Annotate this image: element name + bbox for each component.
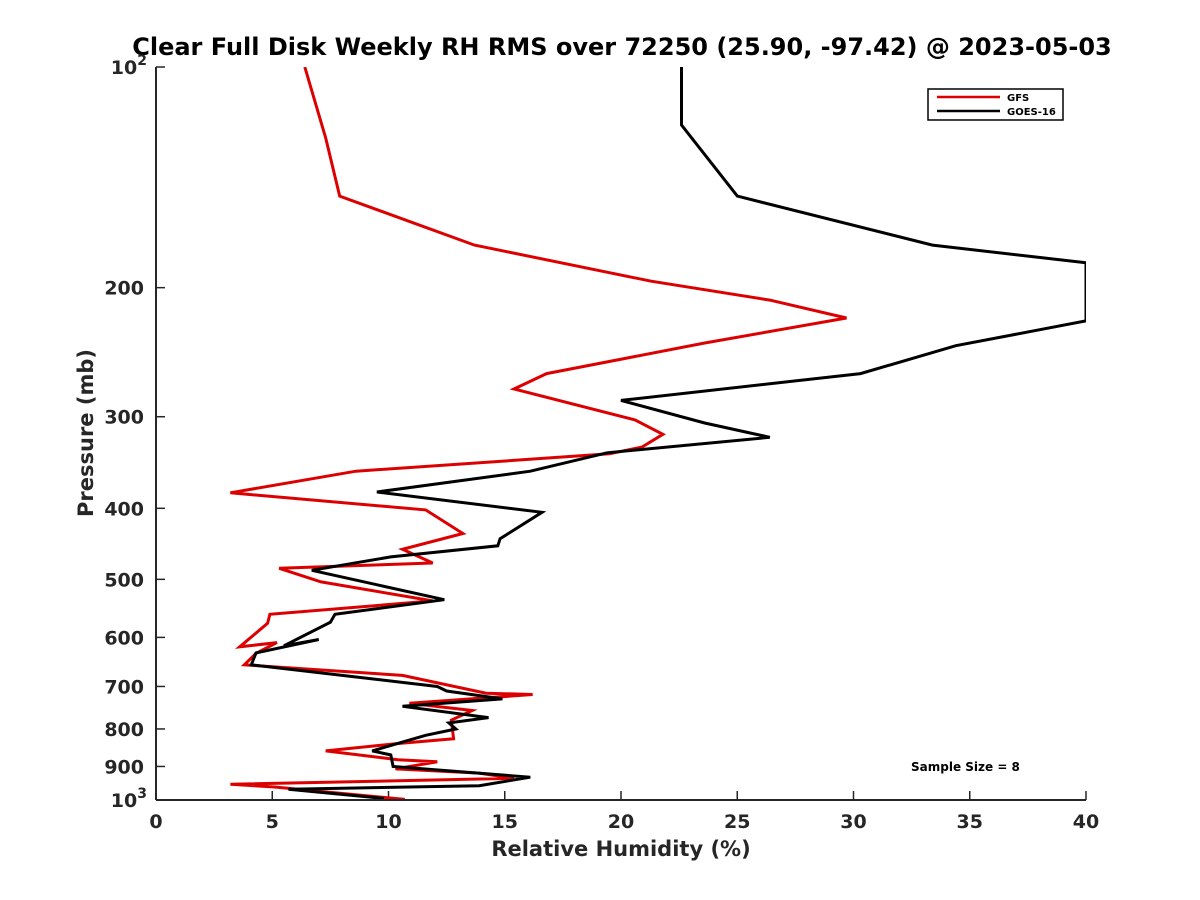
y-tick-label: 300 [104,407,144,429]
y-tick-label: 200 [104,278,144,300]
legend-label-gfs: GFS [1007,93,1029,104]
chart-title: Clear Full Disk Weekly RH RMS over 72250… [132,33,1112,61]
y-tick-label: 900 [104,756,144,778]
x-tick-label: 15 [492,811,518,833]
x-tick-label: 20 [608,811,634,833]
legend-label-goes16: GOES-16 [1007,107,1056,118]
series-line-gfs [230,67,847,800]
series-line-goes16 [249,67,1086,800]
y-tick-label: 800 [104,719,144,741]
y-axis: 102 200 300 400 500 600 700 800 900 103 [104,53,165,812]
x-tick-label: 30 [840,811,866,833]
x-tick-label: 25 [724,811,750,833]
series-layer [230,67,1086,800]
y-tick-label: 500 [104,569,144,591]
x-axis-label: Relative Humidity (%) [491,837,750,861]
x-tick-label: 10 [375,811,401,833]
x-tick-label: 0 [149,811,162,833]
x-tick-label: 40 [1073,811,1099,833]
x-tick-label: 5 [266,811,279,833]
sample-size-annotation: Sample Size = 8 [911,760,1020,774]
y-axis-label: Pressure (mb) [74,349,98,517]
x-tick-label: 35 [957,811,983,833]
y-tick-label: 600 [104,627,144,649]
plot-area [156,67,1086,800]
y-tick-label: 700 [104,676,144,698]
y-tick-label: 102 [111,53,147,79]
legend-box [927,88,1064,121]
legend: GFS GOES-16 [927,88,1064,121]
x-axis: 0 5 10 15 20 25 30 35 40 [149,791,1099,833]
y-tick-label: 103 [111,786,147,812]
y-tick-label: 400 [104,498,144,520]
